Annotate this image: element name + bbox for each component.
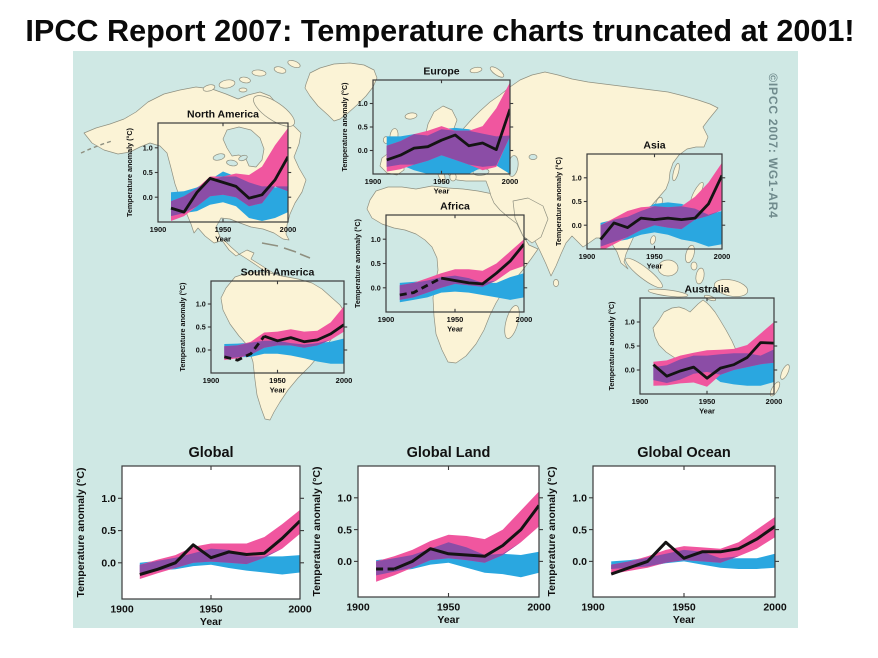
- svg-text:Global: Global: [188, 445, 233, 461]
- svg-text:0.5: 0.5: [358, 123, 368, 132]
- svg-text:1950: 1950: [672, 602, 696, 614]
- svg-text:2000: 2000: [527, 602, 551, 614]
- svg-text:0.5: 0.5: [572, 524, 587, 536]
- svg-text:2000: 2000: [763, 602, 787, 614]
- svg-text:Global Land: Global Land: [407, 445, 491, 461]
- svg-text:1950: 1950: [646, 252, 663, 261]
- svg-text:2000: 2000: [502, 177, 519, 186]
- svg-text:0.5: 0.5: [196, 323, 206, 332]
- svg-text:1900: 1900: [110, 604, 134, 616]
- svg-text:1.0: 1.0: [101, 493, 116, 505]
- svg-text:1900: 1900: [346, 602, 370, 614]
- svg-text:0.0: 0.0: [572, 556, 587, 568]
- svg-text:1.0: 1.0: [625, 318, 635, 327]
- svg-text:1.0: 1.0: [196, 300, 206, 309]
- svg-text:0.0: 0.0: [143, 193, 153, 202]
- svg-text:0.0: 0.0: [196, 346, 206, 355]
- svg-text:Temperature anomaly (°C): Temperature anomaly (°C): [607, 301, 616, 391]
- svg-text:1950: 1950: [269, 376, 286, 385]
- svg-text:2000: 2000: [516, 315, 533, 324]
- svg-text:1.0: 1.0: [572, 493, 587, 505]
- svg-text:2000: 2000: [714, 252, 731, 261]
- svg-text:1900: 1900: [150, 225, 167, 234]
- svg-text:0.5: 0.5: [371, 259, 381, 268]
- svg-text:©IPCC 2007: WG1-AR4: ©IPCC 2007: WG1-AR4: [766, 73, 780, 218]
- svg-text:0.0: 0.0: [358, 146, 368, 155]
- svg-text:Temperature anomaly (°C): Temperature anomaly (°C): [75, 467, 87, 597]
- svg-text:1900: 1900: [378, 315, 395, 324]
- svg-text:2000: 2000: [336, 376, 353, 385]
- svg-text:South America: South America: [241, 267, 315, 279]
- svg-text:Temperature anomaly (°C): Temperature anomaly (°C): [311, 466, 323, 596]
- svg-text:0.5: 0.5: [625, 342, 635, 351]
- svg-text:Asia: Asia: [643, 140, 665, 152]
- svg-text:0.5: 0.5: [572, 197, 582, 206]
- svg-text:0.0: 0.0: [371, 283, 381, 292]
- svg-text:0.5: 0.5: [143, 168, 153, 177]
- svg-text:Temperature anomaly (°C): Temperature anomaly (°C): [178, 282, 187, 372]
- svg-text:1900: 1900: [203, 376, 220, 385]
- svg-text:Year: Year: [447, 325, 463, 334]
- svg-text:Year: Year: [673, 614, 695, 626]
- svg-text:Europe: Europe: [423, 66, 459, 78]
- svg-text:Global Ocean: Global Ocean: [637, 445, 730, 461]
- svg-text:2000: 2000: [288, 604, 312, 616]
- svg-text:Temperature anomaly (°C): Temperature anomaly (°C): [125, 127, 134, 217]
- svg-text:0.0: 0.0: [625, 366, 635, 375]
- svg-text:1.0: 1.0: [572, 173, 582, 182]
- svg-text:Year: Year: [434, 187, 450, 196]
- svg-text:Temperature anomaly (°C): Temperature anomaly (°C): [340, 82, 349, 172]
- svg-text:1900: 1900: [632, 397, 649, 406]
- svg-text:Year: Year: [437, 614, 459, 626]
- svg-text:Africa: Africa: [440, 201, 470, 213]
- svg-text:0.5: 0.5: [101, 525, 116, 537]
- svg-text:1950: 1950: [215, 225, 232, 234]
- svg-text:1900: 1900: [579, 252, 596, 261]
- svg-text:1950: 1950: [437, 602, 461, 614]
- svg-text:North America: North America: [187, 109, 259, 121]
- svg-text:1.0: 1.0: [143, 143, 153, 152]
- svg-text:Year: Year: [270, 386, 286, 395]
- svg-text:2000: 2000: [280, 225, 297, 234]
- svg-text:Temperature anomaly (°C): Temperature anomaly (°C): [546, 466, 558, 596]
- svg-text:IPCC Report 2007: Temperature: IPCC Report 2007: Temperature charts tru…: [25, 14, 854, 48]
- svg-text:1.0: 1.0: [358, 99, 368, 108]
- svg-text:0.0: 0.0: [337, 556, 352, 568]
- svg-text:2000: 2000: [766, 397, 783, 406]
- svg-text:Australia: Australia: [685, 284, 730, 296]
- svg-text:Year: Year: [215, 235, 231, 244]
- svg-text:Temperature anomaly (°C): Temperature anomaly (°C): [353, 218, 362, 308]
- svg-text:1900: 1900: [581, 602, 605, 614]
- svg-text:1950: 1950: [447, 315, 464, 324]
- svg-text:1900: 1900: [365, 177, 382, 186]
- svg-text:1950: 1950: [433, 177, 450, 186]
- svg-text:0.0: 0.0: [572, 221, 582, 230]
- svg-text:1950: 1950: [199, 604, 223, 616]
- svg-text:0.0: 0.0: [101, 558, 116, 570]
- svg-text:Year: Year: [647, 262, 663, 271]
- svg-text:0.5: 0.5: [337, 524, 352, 536]
- svg-text:Year: Year: [699, 407, 715, 416]
- svg-text:1950: 1950: [699, 397, 716, 406]
- svg-text:1.0: 1.0: [337, 493, 352, 505]
- svg-text:Temperature anomaly (°C): Temperature anomaly (°C): [554, 156, 563, 246]
- svg-text:Year: Year: [200, 616, 222, 628]
- svg-text:1.0: 1.0: [371, 235, 381, 244]
